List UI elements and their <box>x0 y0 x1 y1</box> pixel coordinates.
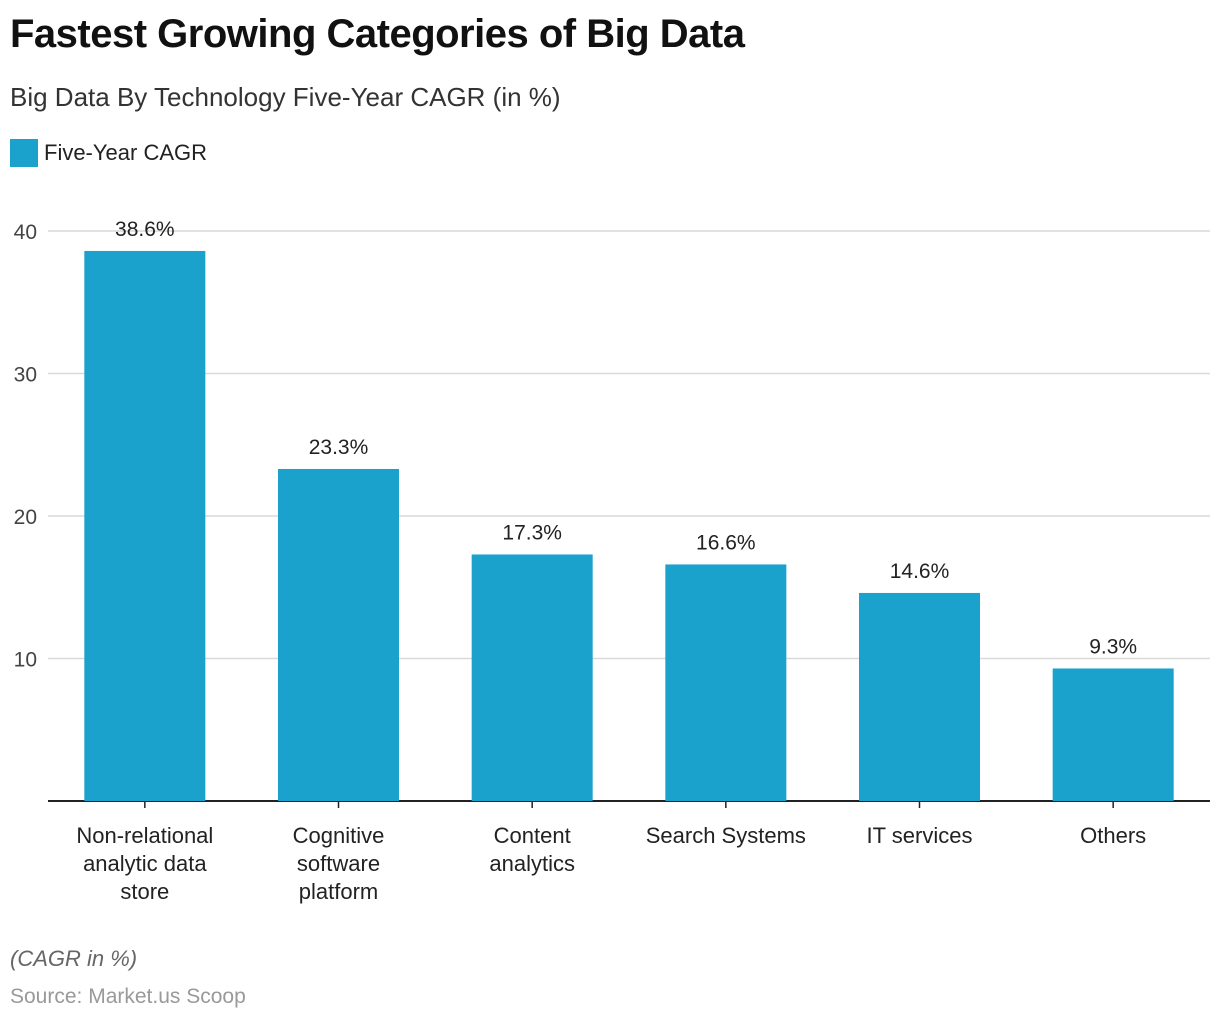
x-tick-label-line: platform <box>299 879 378 904</box>
x-tick-label: Cognitive software platform <box>293 823 385 904</box>
chart-title: Fastest Growing Categories of Big Data <box>10 12 745 56</box>
x-tick-label-line: IT services <box>867 823 973 848</box>
bar <box>84 250 206 801</box>
x-tick-label: Non-relational analytic data store <box>76 823 213 904</box>
y-tick-label: 10 <box>14 649 37 672</box>
x-tick-label-line: analytics <box>489 851 575 876</box>
data-label: 9.3% <box>1089 635 1137 658</box>
bar <box>665 564 787 801</box>
y-tick-label: 30 <box>14 364 37 387</box>
data-label: 17.3% <box>502 521 562 544</box>
x-tick-label-line: Cognitive <box>293 823 385 848</box>
x-tick-label: Search Systems <box>646 823 806 848</box>
y-tick-label: 20 <box>14 506 37 529</box>
data-label: 23.3% <box>309 436 369 459</box>
y-tick-label: 40 <box>14 221 37 244</box>
data-label: 14.6% <box>890 560 950 583</box>
legend-swatch <box>10 139 38 167</box>
x-tick-label: IT services <box>867 823 973 848</box>
x-tick-label: Others <box>1080 823 1146 848</box>
bar <box>471 554 593 801</box>
x-tick-label-line: Search Systems <box>646 823 806 848</box>
bar <box>278 468 399 801</box>
data-label: 16.6% <box>696 531 756 554</box>
x-tick-label-line: software <box>297 851 380 876</box>
x-tick-label: Content analytics <box>489 823 575 876</box>
x-tick-label-line: store <box>120 879 169 904</box>
data-label: 38.6% <box>115 218 175 241</box>
footnote: (CAGR in %) <box>10 946 138 971</box>
x-tick-label-line: Others <box>1080 823 1146 848</box>
chart-subtitle: Big Data By Technology Five-Year CAGR (i… <box>10 82 561 112</box>
x-tick-label-line: analytic data <box>83 851 207 876</box>
bar <box>1052 668 1174 801</box>
legend-label: Five-Year CAGR <box>44 140 208 165</box>
bar <box>859 592 980 801</box>
x-tick-label-line: Non-relational <box>76 823 213 848</box>
legend: Five-Year CAGR <box>10 139 207 167</box>
x-tick-label-line: Content <box>494 823 571 848</box>
source-credit: Source: Market.us Scoop <box>10 985 246 1008</box>
